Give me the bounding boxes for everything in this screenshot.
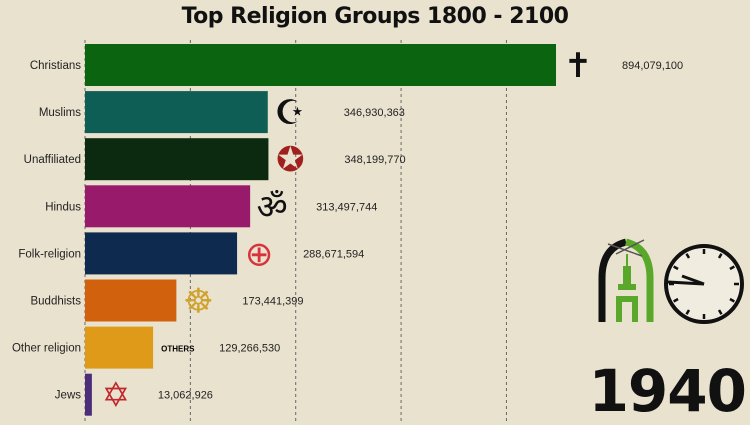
bar-folk-religion bbox=[85, 232, 238, 275]
category-label: Buddhists bbox=[30, 296, 81, 308]
category-label: Other religion bbox=[12, 343, 81, 355]
star-of-david-icon: ✡ bbox=[102, 377, 131, 415]
category-label: Muslims bbox=[39, 107, 81, 119]
cross-icon: ✝ bbox=[564, 47, 593, 85]
value-label: 313,497,744 bbox=[316, 201, 377, 213]
value-label: 129,266,530 bbox=[219, 343, 280, 355]
category-label: Jews bbox=[55, 390, 81, 402]
value-label: 894,079,100 bbox=[622, 60, 683, 72]
value-label: 288,671,594 bbox=[303, 248, 364, 260]
bar-muslims bbox=[85, 91, 268, 134]
unaffiliated-symbols-icon: ✪ bbox=[276, 141, 305, 179]
om-icon: ॐ bbox=[257, 188, 288, 226]
category-label: Folk-religion bbox=[18, 248, 81, 260]
dharma-wheel-icon: ☸ bbox=[183, 283, 213, 321]
value-label: 173,441,399 bbox=[242, 296, 303, 308]
bar-jews bbox=[85, 373, 92, 416]
logo-icon bbox=[598, 238, 654, 322]
category-label: Unaffiliated bbox=[24, 154, 81, 166]
bar-unaffiliated bbox=[85, 138, 269, 181]
bar-buddhists bbox=[85, 279, 177, 322]
category-label: Christians bbox=[30, 60, 81, 72]
bar-other-religion bbox=[85, 326, 154, 369]
value-label: 13,062,926 bbox=[158, 390, 213, 402]
folk-religion-emblem-icon: ⊕ bbox=[245, 235, 274, 273]
value-label: 346,930,363 bbox=[344, 107, 405, 119]
value-label: 348,199,770 bbox=[344, 154, 405, 166]
others-icon: OTHERS bbox=[161, 345, 195, 354]
bar-hindus bbox=[85, 185, 251, 228]
category-label: Hindus bbox=[45, 201, 81, 213]
chart-title: Top Religion Groups 1800 - 2100 bbox=[181, 4, 569, 29]
crescent-star-icon: ☪ bbox=[275, 94, 305, 132]
clock-icon bbox=[664, 244, 744, 324]
bar-christians bbox=[85, 44, 556, 86]
year-label: 1940 bbox=[588, 357, 747, 425]
